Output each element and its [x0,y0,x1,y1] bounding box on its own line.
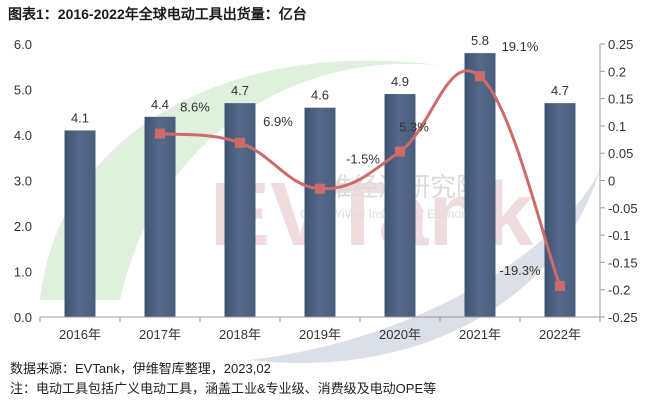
left-tick-label: 6.0 [14,37,32,52]
right-tick-label: 0.15 [608,92,633,107]
bar-3 [304,107,336,317]
left-tick-label: 4.0 [14,128,32,143]
bar-4 [384,94,416,317]
bar-value-label: 4.7 [551,83,569,98]
growth-marker [235,137,245,148]
right-tick-label: -0.25 [608,310,638,325]
x-tick-label: 2019年 [299,327,341,342]
growth-label: -1.5% [346,152,380,167]
right-tick-label: 0.05 [608,146,633,161]
x-tick-label: 2021年 [459,327,501,342]
bar-5 [464,53,496,317]
right-tick-label: 0 [608,174,615,189]
bar-value-label: 4.6 [311,88,329,103]
bar-value-label: 5.8 [471,33,489,48]
right-tick-label: 0.2 [608,64,626,79]
bar-value-label: 4.4 [151,97,169,112]
left-tick-label: 3.0 [14,174,32,189]
bar-0 [64,130,96,317]
growth-marker [395,146,405,157]
right-tick-label: -0.2 [608,283,630,298]
growth-label: 19.1% [502,39,539,54]
bar-value-label: 4.9 [391,74,409,89]
x-tick-label: 2020年 [379,327,421,342]
left-tick-label: 0.0 [14,310,32,325]
x-tick-label: 2018年 [219,327,261,342]
right-tick-label: 0.25 [608,37,633,52]
left-tick-label: 2.0 [14,219,32,234]
growth-marker [315,183,325,194]
watermark-swoosh-2 [250,170,600,364]
x-tick-label: 2016年 [59,327,101,342]
bar-1 [144,116,176,317]
growth-marker [475,71,485,82]
chart-title: 图表1：2016-2022年全球电动工具出货量：亿台 [8,6,307,22]
source-note: 数据来源：EVTank，伊维智库整理，2023,02 [10,361,271,376]
right-tick-label: 0.1 [608,119,626,134]
growth-label: 8.6% [180,100,210,115]
bar-value-label: 4.7 [231,83,249,98]
growth-label: 6.9% [263,114,293,129]
growth-marker [555,280,565,291]
growth-label: -19.3% [499,263,541,278]
bar-2 [224,103,256,318]
footnote: 注：电动工具包括广义电动工具，涵盖工业&专业级、消费级及电动OPE等 [10,381,437,396]
growth-marker [155,128,165,139]
growth-label: 5.3% [399,120,429,135]
left-tick-label: 1.0 [14,265,32,280]
right-tick-label: -0.1 [608,228,630,243]
x-tick-label: 2017年 [139,327,181,342]
left-tick-label: 5.0 [14,83,32,98]
right-tick-label: -0.15 [608,255,638,270]
x-tick-label: 2022年 [539,327,581,342]
bar-value-label: 4.1 [71,110,89,125]
right-tick-label: -0.05 [608,201,638,216]
